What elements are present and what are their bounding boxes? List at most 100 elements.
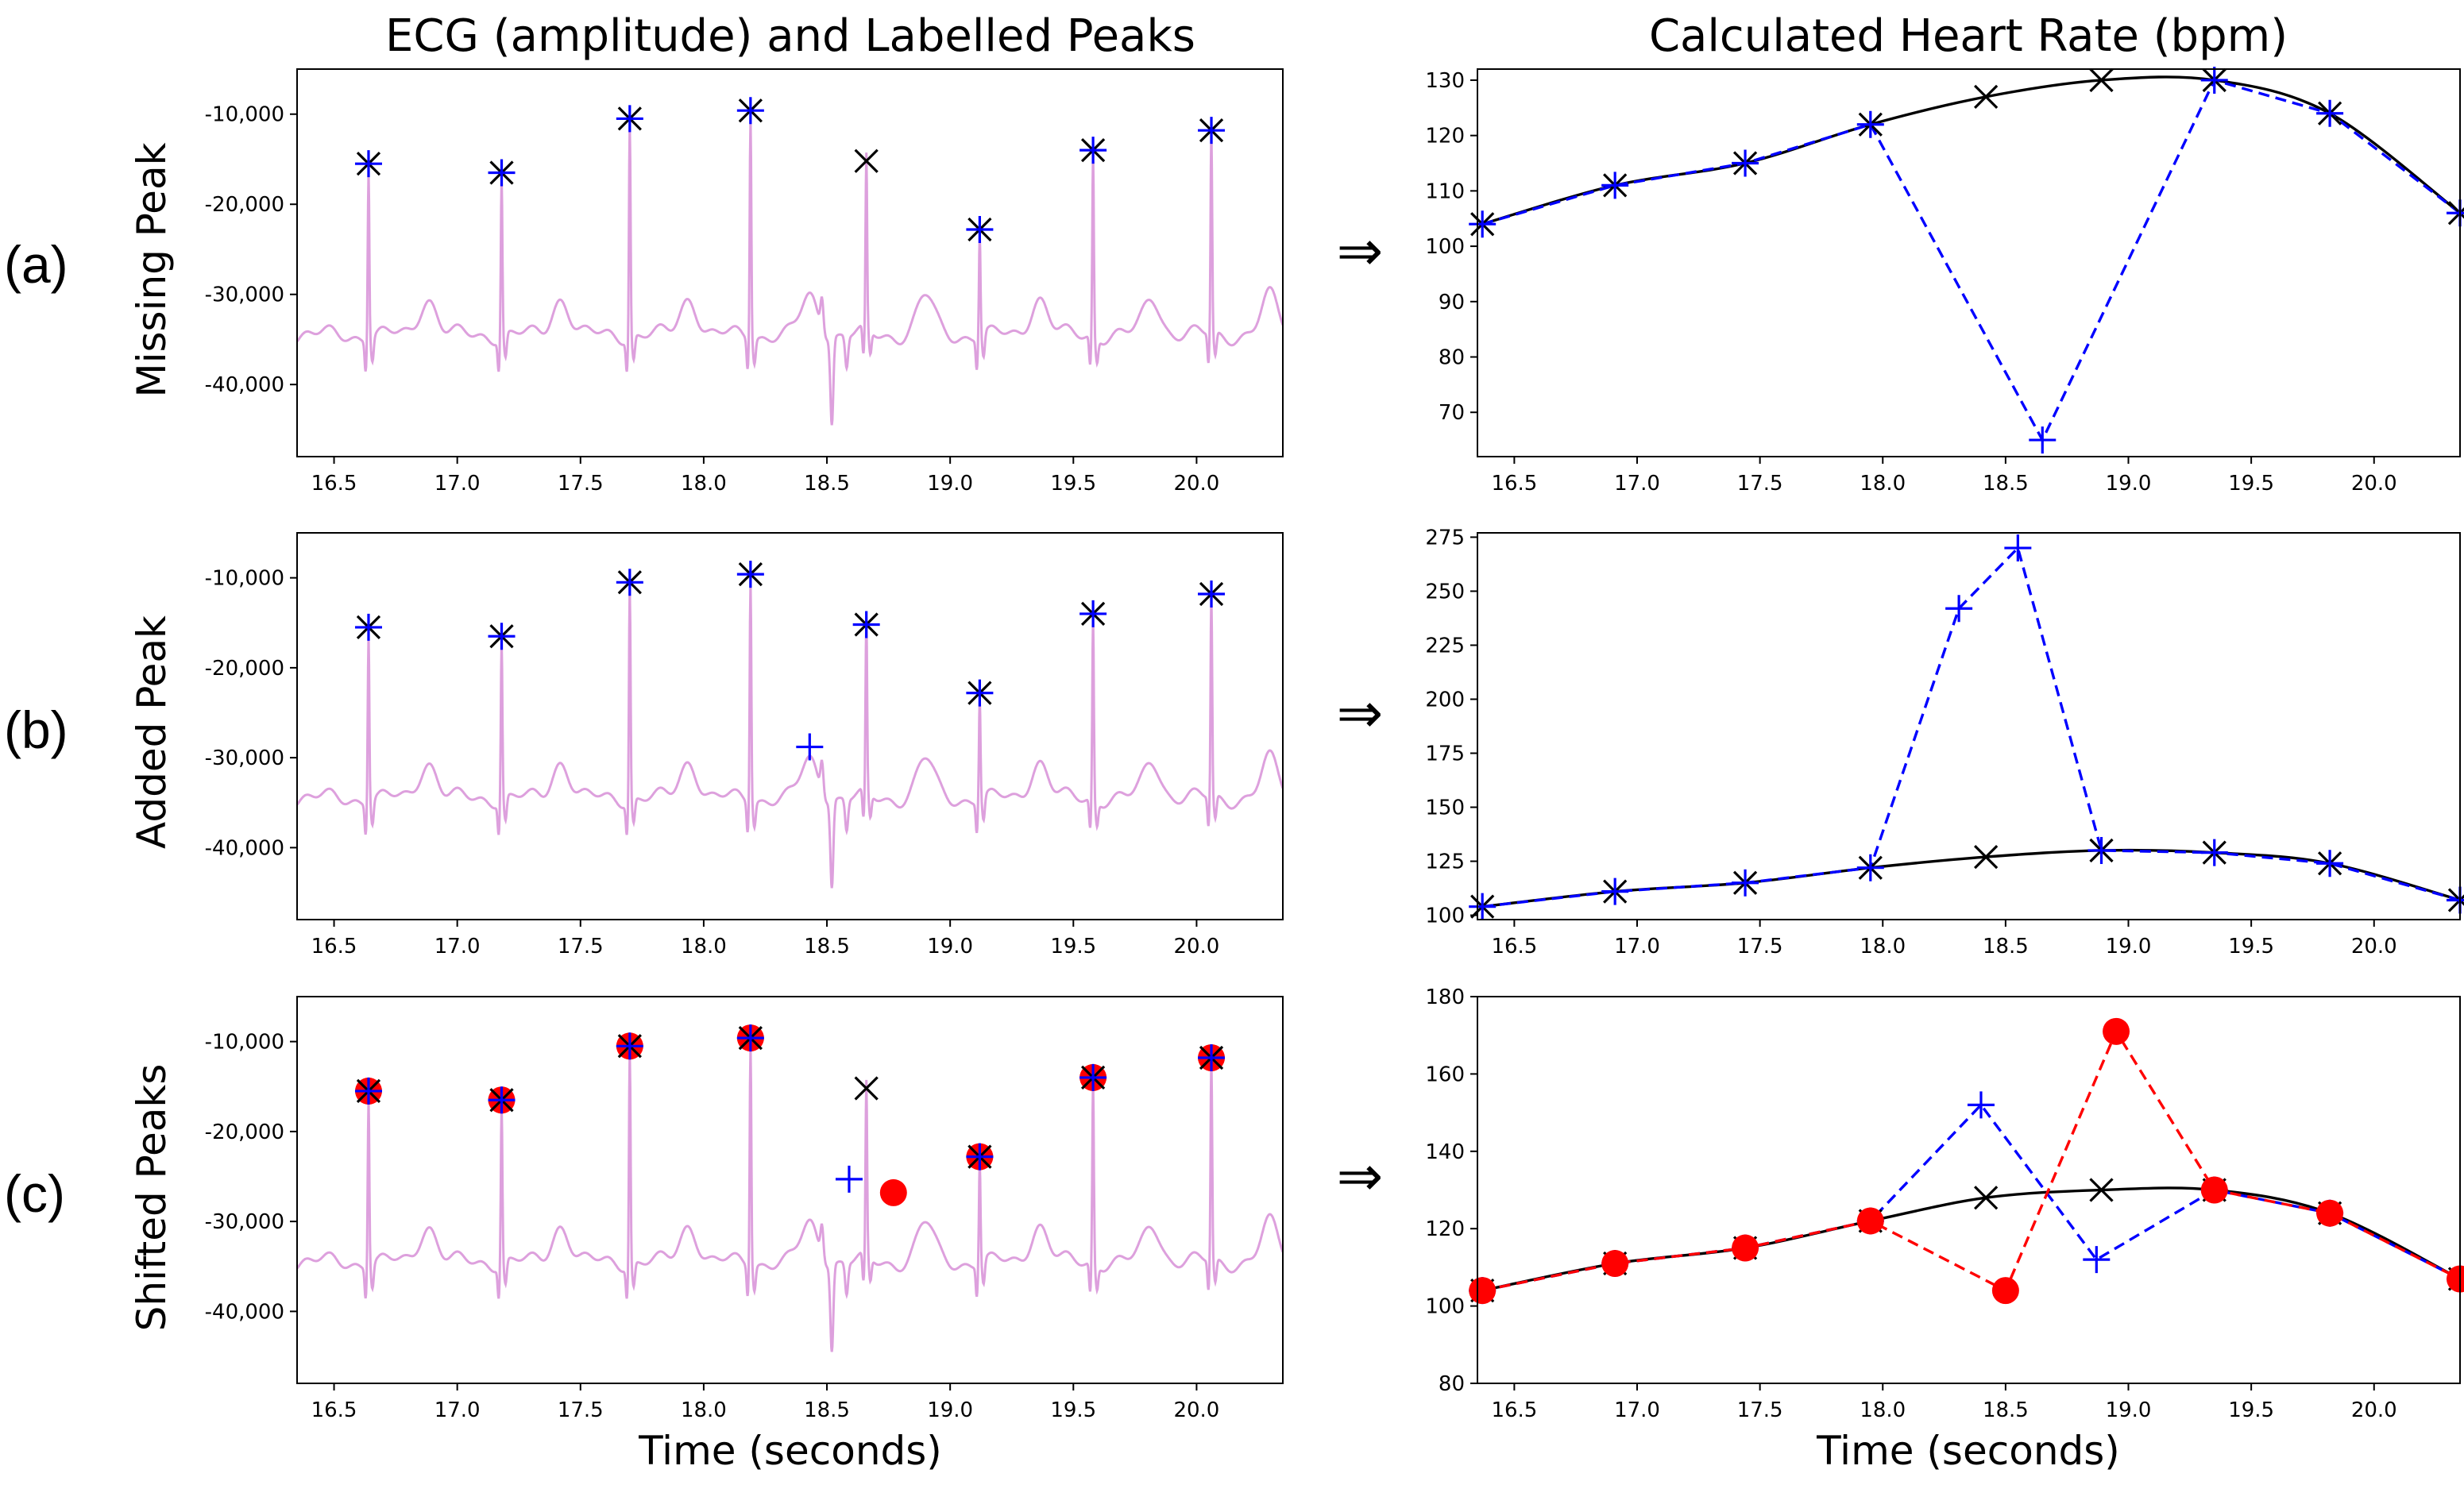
x-tick-label: 16.5 — [1491, 472, 1537, 496]
series-line-altered-HR — [1481, 545, 2460, 908]
data-point-detected-peaks — [852, 611, 880, 638]
arrow-c: ⇒ — [1337, 1144, 1384, 1209]
x-tick-label: 17.5 — [1737, 1398, 1783, 1422]
x-tick-label: 17.0 — [434, 1398, 481, 1422]
x-tick-label: 17.0 — [434, 935, 481, 958]
axes-frame — [296, 532, 1284, 920]
data-point-altered-HR — [1732, 149, 1759, 177]
data-point-true-peaks — [854, 1076, 879, 1101]
panel-hr-c: 16.5 17.0 17.5 18.0 18.5 19.0 19.5 20.0 80 100 120… — [1425, 986, 2464, 1422]
y-tick-label: -20,000 — [205, 1120, 284, 1144]
y-tick-label: 120 — [1425, 1217, 1465, 1241]
data-point-altered-HR — [2029, 426, 2057, 454]
y-tick-label: -10,000 — [205, 567, 284, 591]
y-tick-label: 100 — [1425, 904, 1465, 928]
x-tick-label: 17.0 — [1614, 1398, 1660, 1422]
x-tick-label: 20.0 — [2351, 472, 2397, 496]
y-tick-label: 250 — [1425, 580, 1465, 604]
arrow-b: ⇒ — [1337, 681, 1384, 746]
x-tick-label: 18.0 — [1860, 935, 1906, 958]
y-tick-label: 70 — [1439, 401, 1465, 425]
data-point-altered-HR — [1856, 110, 1884, 138]
x-tick-label: 19.5 — [2228, 935, 2274, 958]
y-tick-label: -40,000 — [205, 1300, 284, 1324]
x-tick-label: 17.0 — [1614, 472, 1660, 496]
panel-tag-a: (a) — [4, 235, 68, 294]
data-point-red-shifted-HR — [2103, 1017, 2130, 1045]
data-point-detected-peaks — [354, 613, 382, 641]
data-point-detected-peaks — [1079, 137, 1107, 164]
x-tick-label: 20.0 — [1173, 935, 1219, 958]
data-point-detected-peaks — [354, 150, 382, 178]
row-label-missing-peak: Missing Peak — [129, 142, 175, 397]
data-point-detected-peaks — [1198, 117, 1226, 145]
y-tick-label: -40,000 — [205, 836, 284, 860]
data-point-altered-HR — [1601, 172, 1629, 199]
x-tick-label: 16.5 — [311, 1398, 357, 1422]
data-point-detected-peaks — [616, 569, 643, 596]
data-point-true-HR — [1974, 1186, 1999, 1210]
x-tick-label: 17.0 — [434, 472, 481, 496]
y-tick-label: -30,000 — [205, 746, 284, 770]
data-point-detected-peaks — [736, 561, 764, 588]
x-tick-label: 19.5 — [2228, 472, 2274, 496]
ecg-signal-line — [297, 118, 1283, 426]
x-tick-label: 18.0 — [681, 1398, 727, 1422]
series-line-red-shifted-HR — [1481, 1028, 2460, 1293]
axes-frame — [296, 68, 1284, 457]
x-tick-label: 18.5 — [804, 935, 850, 958]
panel-ecg-c: 16.5 17.0 17.5 18.0 18.5 19.0 19.5 20.0 -10,000 -… — [205, 996, 1284, 1422]
x-tick-label: 18.5 — [1983, 472, 2029, 496]
x-axis-label-ecg: Time (seconds) — [638, 1428, 942, 1474]
data-point-detected-peaks — [966, 216, 994, 244]
data-point-altered-HR — [2316, 99, 2344, 127]
data-point-altered-HR — [2200, 839, 2228, 866]
data-point-red-shifted-HR — [2200, 1176, 2228, 1204]
y-tick-label: -30,000 — [205, 284, 284, 307]
y-tick-label: 80 — [1439, 346, 1465, 370]
y-tick-label: 160 — [1425, 1063, 1465, 1086]
ecg-signal-line — [297, 581, 1283, 889]
data-point-detected-peaks — [736, 97, 764, 125]
data-point-altered-HR — [1469, 893, 1497, 920]
x-tick-label: 17.5 — [1737, 472, 1783, 496]
data-point-shifted-peaks-(blue) — [835, 1165, 863, 1193]
data-point-detected-peaks — [1198, 580, 1226, 608]
data-point-shifted-peaks-(red) — [879, 1178, 907, 1206]
y-tick-label: -20,000 — [205, 657, 284, 681]
x-tick-label: 18.0 — [681, 472, 727, 496]
data-point-true-peaks — [854, 148, 879, 173]
data-point-true-HR — [2089, 68, 2114, 93]
data-point-altered-HR — [2200, 66, 2228, 94]
x-tick-label: 19.0 — [927, 472, 973, 496]
arrow-a: ⇒ — [1337, 218, 1384, 284]
x-tick-label: 19.0 — [2106, 935, 2152, 958]
y-tick-label: -30,000 — [205, 1210, 284, 1234]
data-point-altered-HR — [1856, 854, 1884, 881]
data-point-altered-HR — [1732, 869, 1759, 897]
x-tick-label: 16.5 — [1491, 935, 1537, 958]
x-tick-label: 18.5 — [804, 1398, 850, 1422]
x-tick-label: 20.0 — [2351, 935, 2397, 958]
panel-hr-a: 16.5 17.0 17.5 18.0 18.5 19.0 19.5 20.0 70 80 90 10… — [1425, 66, 2464, 496]
panel-tag-c: (c) — [4, 1164, 65, 1223]
y-tick-label: -40,000 — [205, 373, 284, 397]
x-tick-label: 18.5 — [1983, 1398, 2029, 1422]
panel-tag-b: (b) — [4, 700, 68, 759]
x-axis-label-heart-rate: Time (seconds) — [1816, 1428, 2120, 1474]
data-point-shifted-peaks-(blue) — [1198, 1044, 1226, 1072]
x-tick-label: 18.5 — [1983, 935, 2029, 958]
data-point-red-shifted-HR — [1732, 1234, 1759, 1262]
series-line-altered-HR — [1481, 78, 2460, 443]
data-point-true-HR — [1974, 844, 1999, 870]
data-point-detected-peaks — [488, 159, 516, 187]
col-title-ecg: ECG (amplitude) and Labelled Peaks — [385, 10, 1195, 62]
data-point-detected-peaks — [966, 679, 994, 707]
x-tick-label: 19.0 — [927, 1398, 973, 1422]
data-point-altered-HR — [1469, 210, 1497, 238]
y-tick-label: 140 — [1425, 1140, 1465, 1164]
y-tick-label: -10,000 — [205, 103, 284, 127]
y-tick-label: 225 — [1425, 634, 1465, 658]
y-tick-label: 100 — [1425, 235, 1465, 259]
